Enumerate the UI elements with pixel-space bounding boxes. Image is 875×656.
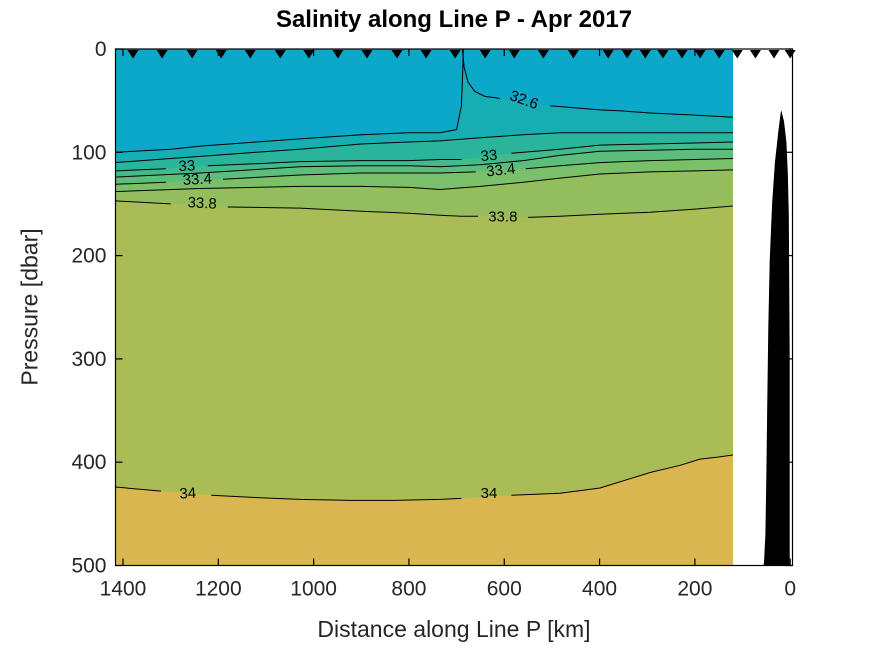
contour-label-33.4: 33.4: [485, 160, 516, 180]
x-tick-label: 600: [487, 578, 522, 601]
station-marker: [621, 50, 633, 59]
contour-line-33.4: [115, 181, 166, 185]
axis-frame: [114, 48, 794, 567]
contour-line-32.6: [549, 105, 734, 118]
y-tick-label: 0: [95, 38, 107, 61]
contour-line-33: [511, 141, 734, 154]
contour-label-34: 34: [481, 485, 498, 502]
contour-line-33.8: [227, 206, 478, 217]
contour-line-32.8: [115, 132, 733, 164]
fill-band-34: [115, 455, 733, 566]
contour-line-32.6: [461, 49, 501, 100]
contour-line-33.4: [223, 171, 476, 180]
contour-line-33.4: [525, 158, 734, 170]
station-marker: [127, 50, 139, 59]
station-marker: [567, 50, 579, 59]
station-marker: [479, 50, 491, 59]
station-marker: [768, 50, 780, 59]
bathymetry-silhouette: [763, 109, 790, 566]
station-marker: [156, 50, 168, 59]
station-marker: [713, 50, 725, 59]
contour-line-32.6: [115, 49, 464, 153]
y-tick-label: 300: [71, 348, 106, 371]
contour-label-33.4: 33.4: [182, 170, 212, 189]
y-tick-label: 400: [71, 451, 106, 474]
station-marker: [244, 50, 256, 59]
station-marker: [694, 50, 706, 59]
contour-line-33.8: [528, 205, 734, 218]
contour-label-34: 34: [179, 485, 197, 503]
station-marker: [303, 50, 315, 59]
station-marker: [749, 50, 761, 59]
station-marker: [508, 50, 520, 59]
station-marker: [361, 50, 373, 59]
x-tick-label: 1200: [195, 578, 242, 601]
y-tick-label: 500: [71, 555, 106, 578]
fill-band-33.8: [115, 200, 733, 566]
contour-line-33.2: [115, 148, 733, 178]
station-marker: [274, 50, 286, 59]
station-marker: [186, 50, 198, 59]
contour-label-33.8: 33.8: [187, 194, 217, 213]
x-axis-label: Distance along Line P [km]: [317, 616, 591, 642]
contour-line-33: [115, 168, 166, 172]
x-tick-label: 1400: [100, 578, 147, 601]
contour-label-33: 33: [178, 157, 196, 175]
y-tick-label: 200: [71, 245, 106, 268]
station-marker: [420, 50, 432, 59]
station-marker: [449, 50, 461, 59]
station-marker: [784, 50, 796, 59]
contour-line-33.8: [115, 200, 171, 205]
x-tick-label: 1000: [290, 578, 337, 601]
station-marker: [332, 50, 344, 59]
y-tick-label: 100: [71, 141, 106, 164]
station-marker: [657, 50, 669, 59]
x-tick-label: 800: [391, 578, 426, 601]
station-marker: [676, 50, 688, 59]
contour-line-34: [511, 454, 734, 496]
x-tick-label: 0: [784, 578, 796, 601]
station-marker: [537, 50, 549, 59]
contour-line-33.6: [115, 169, 734, 193]
x-tick-label: 200: [677, 578, 712, 601]
contour-label-33.8: 33.8: [488, 208, 517, 225]
station-marker: [215, 50, 227, 59]
station-marker: [602, 50, 614, 59]
station-marker: [639, 50, 651, 59]
contour-line-33: [207, 159, 462, 167]
contour-line-34: [115, 486, 162, 492]
contour-line-34: [211, 494, 462, 501]
station-marker: [731, 50, 743, 59]
x-tick-label: 400: [582, 578, 617, 601]
contour-label-33: 33: [480, 147, 498, 165]
plot-title: Salinity along Line P - Apr 2017: [275, 6, 633, 33]
station-marker: [391, 50, 403, 59]
